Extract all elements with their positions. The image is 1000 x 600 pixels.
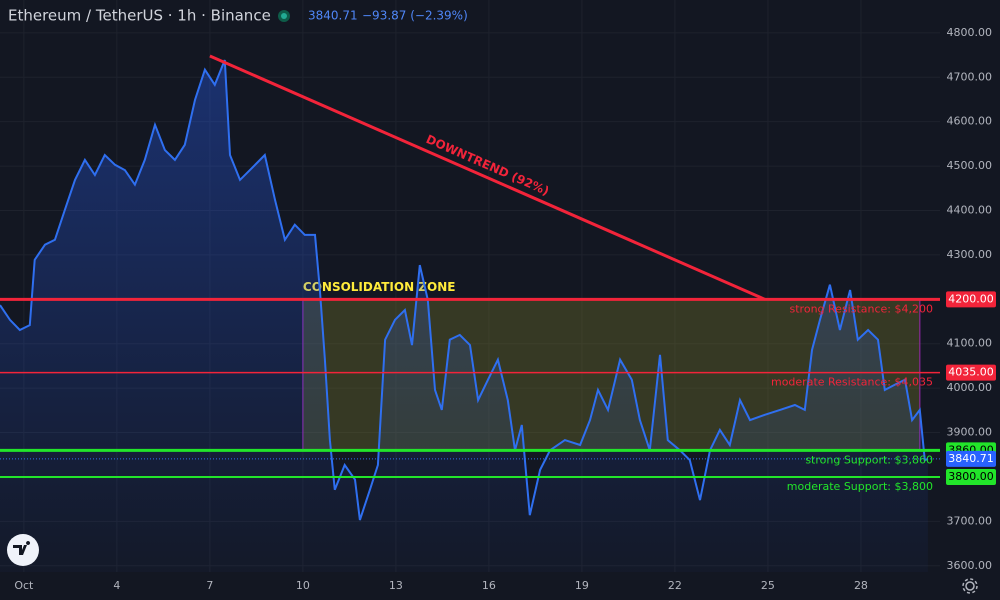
- level-box: [946, 291, 996, 308]
- trendline: [209, 54, 766, 301]
- y-tick-label: 4500.00: [947, 159, 993, 172]
- level-name: strong Support: $3,860: [805, 453, 933, 466]
- y-tick-label: 4800.00: [947, 26, 993, 39]
- tv-logo: [7, 534, 39, 566]
- level-name: strong Resistance: $4,200: [790, 302, 933, 315]
- y-tick-label: 4000.00: [947, 381, 993, 394]
- y-tick-label: 4600.00: [947, 115, 993, 128]
- y-tick-label: 4100.00: [947, 337, 993, 350]
- settings-icon[interactable]: [962, 578, 978, 594]
- x-tick-label: 28: [854, 579, 868, 592]
- level-box: [946, 364, 996, 381]
- x-tick-label: 4: [113, 579, 120, 592]
- x-tick-label: 19: [575, 579, 589, 592]
- x-tick-label: 10: [296, 579, 310, 592]
- last-price-label: 3840.71: [948, 452, 994, 465]
- y-tick-label: 4700.00: [947, 70, 993, 83]
- level-box-label: 3800.00: [948, 470, 994, 483]
- y-tick-label: 3600.00: [947, 559, 993, 572]
- x-tick-label: 16: [482, 579, 496, 592]
- y-tick-label: 4400.00: [947, 204, 993, 217]
- zone-label: CONSOLIDATION ZONE: [303, 280, 456, 294]
- x-tick-label: Oct: [14, 579, 34, 592]
- series-line: [0, 59, 929, 521]
- x-tick-label: 22: [668, 579, 682, 592]
- status-dot: [281, 13, 287, 19]
- level-name: moderate Support: $3,800: [787, 480, 933, 493]
- chart-title: Ethereum / TetherUS · 1h · Binance: [8, 7, 271, 25]
- x-tick-label: 7: [206, 579, 213, 592]
- level-box: [946, 468, 996, 485]
- header-price: 3840.71: [308, 9, 358, 23]
- last-price-box: [946, 450, 996, 467]
- level-box-label: 4200.00: [948, 292, 994, 305]
- series-area: [0, 60, 928, 572]
- y-tick-label: 3900.00: [947, 426, 993, 439]
- level-box-label: 4035.00: [948, 366, 994, 379]
- x-tick-label: 13: [389, 579, 403, 592]
- y-tick-label: 4300.00: [947, 248, 993, 261]
- y-tick-label: 3700.00: [947, 514, 993, 527]
- header-change: −93.87 (−2.39%): [362, 9, 468, 23]
- level-name: moderate Resistance: $4,035: [771, 376, 933, 389]
- x-tick-label: 25: [761, 579, 775, 592]
